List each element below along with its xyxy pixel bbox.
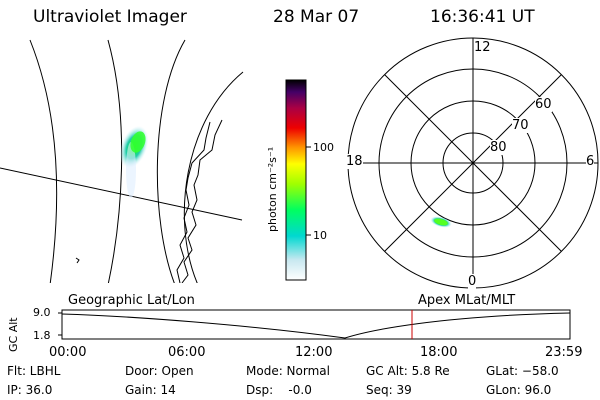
x-tick-1800: 18:00 xyxy=(420,345,458,360)
mlt-label-18: 18 xyxy=(346,154,363,169)
filter-value: Flt: LBHL xyxy=(7,364,61,378)
x-tick-0600: 06:00 xyxy=(168,345,206,360)
lat-label-60: 60 xyxy=(535,97,552,112)
geographic-label: Geographic Lat/Lon xyxy=(68,293,195,308)
y-tick-1-8: 1.8 xyxy=(33,329,51,342)
mlt-label-6: 6 xyxy=(586,154,595,169)
date-label: 28 Mar 07 xyxy=(273,7,360,27)
x-tick-1200: 12:00 xyxy=(295,345,333,360)
mlt-label-0: 0 xyxy=(468,274,477,289)
glat-value: GLat: −58.0 xyxy=(486,364,559,378)
mode-value: Mode: Normal xyxy=(246,364,330,378)
lat-label-70: 70 xyxy=(512,118,529,133)
mlt-label-12: 12 xyxy=(474,40,491,55)
instrument-title: Ultraviolet Imager xyxy=(33,7,187,27)
colorbar-tick-10: 10 xyxy=(313,229,327,242)
x-tick-0000: 00:00 xyxy=(49,345,87,360)
dsp-value: Dsp: -0.0 xyxy=(246,383,312,397)
x-tick-2359: 23:59 xyxy=(545,345,583,360)
colorbar-tick-100: 100 xyxy=(313,141,334,154)
door-value: Door: Open xyxy=(125,364,194,378)
apex-label: Apex MLat/MLT xyxy=(418,293,516,308)
ip-value: IP: 36.0 xyxy=(7,383,53,397)
gain-value: Gain: 14 xyxy=(125,383,176,397)
lat-label-80: 80 xyxy=(490,140,507,155)
glon-value: GLon: 96.0 xyxy=(486,383,552,397)
y-tick-9: 9.0 xyxy=(33,306,51,319)
gc-alt-value: GC Alt: 5.8 Re xyxy=(366,364,450,378)
seq-value: Seq: 39 xyxy=(366,383,412,397)
time-label: 16:36:41 UT xyxy=(430,7,535,27)
